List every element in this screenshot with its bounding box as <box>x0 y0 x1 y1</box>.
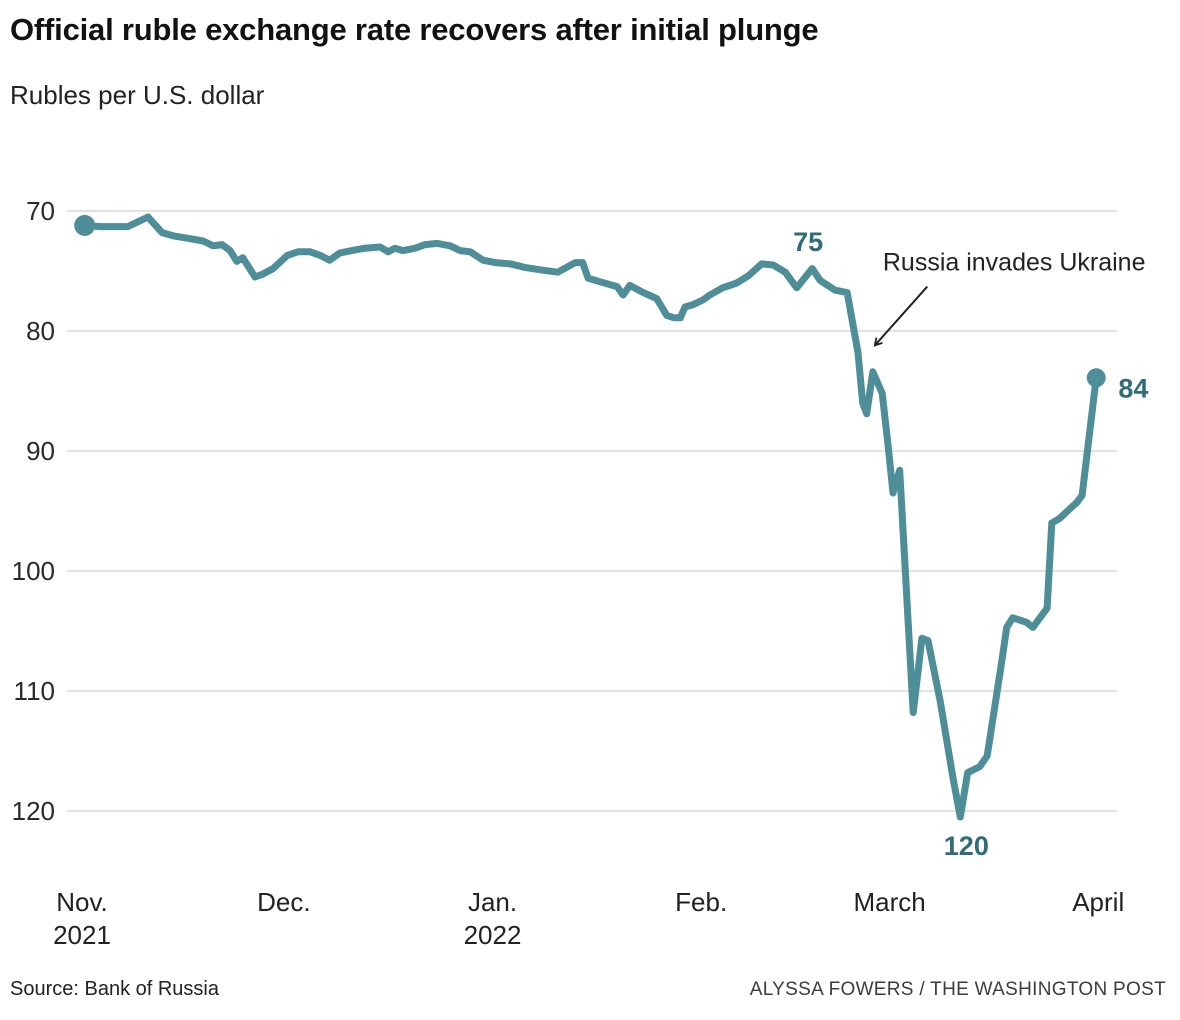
x-tick-label: Jan. <box>468 887 517 917</box>
x-tick-label: March <box>853 887 925 917</box>
chart-footer: Source: Bank of Russia ALYSSA FOWERS / T… <box>10 978 1166 1001</box>
x-tick-label: Feb. <box>675 887 727 917</box>
value-label-120: 120 <box>944 831 989 861</box>
invasion-annotation: Russia invades Ukraine <box>883 249 1146 277</box>
exchange-rate-line <box>81 213 1100 821</box>
y-tick-label: 110 <box>14 676 55 706</box>
value-label-84: 84 <box>1118 374 1148 404</box>
source-note: Source: Bank of Russia <box>10 978 219 1000</box>
chart-title: Official ruble exchange rate recovers af… <box>10 12 819 47</box>
y-tick-label: 100 <box>12 556 55 586</box>
x-tick-year-label: 2021 <box>53 920 111 950</box>
x-tick-label: Nov. <box>56 887 108 917</box>
y-tick-label: 80 <box>26 316 55 346</box>
value-label-75: 75 <box>793 227 823 257</box>
y-tick-label: 120 <box>12 796 55 826</box>
x-tick-label: Dec. <box>257 887 310 917</box>
y-tick-label: 90 <box>26 436 55 466</box>
credit-note: ALYSSA FOWERS / THE WASHINGTON POST <box>749 979 1166 1000</box>
x-tick-label: April <box>1072 887 1124 917</box>
x-tick-year-label: 2022 <box>464 920 522 950</box>
end-dot <box>1086 368 1106 388</box>
chart-subtitle: Rubles per U.S. dollar <box>10 80 265 110</box>
annotation-arrow <box>873 285 929 347</box>
y-tick-label: 70 <box>26 196 55 226</box>
start-dot <box>74 214 96 236</box>
